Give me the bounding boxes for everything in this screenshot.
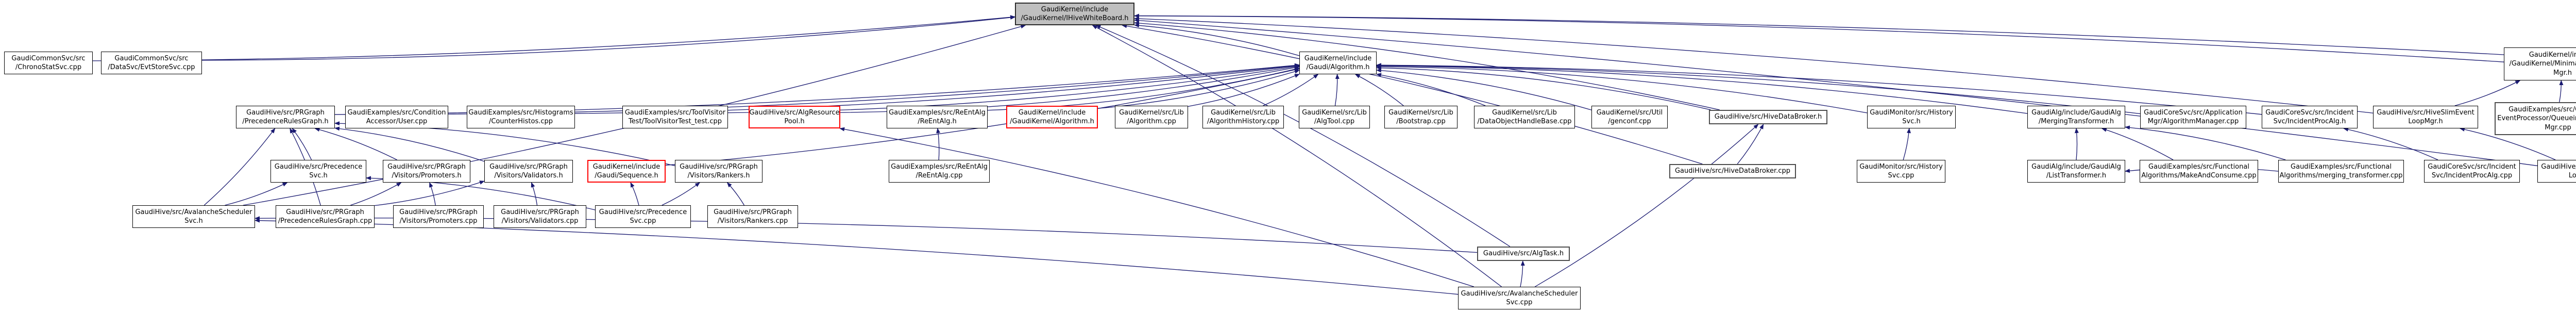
graph-node-historysvc-cpp[interactable]: GaudiMonitor/src/History Svc.cpp xyxy=(1857,160,1945,183)
graph-node-dataobjecthandlebase-cpp[interactable]: GaudiKernel/src/Lib /DataObjectHandleBas… xyxy=(1474,106,1575,128)
graph-node-rankers-h[interactable]: GaudiHive/src/PRGraph /Visitors/Rankers.… xyxy=(675,160,762,183)
node-label: GaudiHive/src/PRGraph /Visitors/Validato… xyxy=(489,162,568,179)
node-label: GaudiHive/src/AlgResource Pool.h xyxy=(749,108,840,125)
node-label: GaudiExamples/src/Histograms /CounterHis… xyxy=(468,108,573,125)
node-label: GaudiHive/src/AlgTask.h xyxy=(1483,250,1564,258)
node-label: GaudiExamples/src/Functional Algorithms/… xyxy=(2279,162,2403,179)
node-label: GaudiAlg/include/GaudiAlg /MergingTransf… xyxy=(2031,108,2121,125)
graph-node-gaudikernel-algorithm-h[interactable]: GaudiKernel/include /GaudiKernel/Algorit… xyxy=(1006,106,1098,128)
graph-node-precedencerulesgraph-h[interactable]: GaudiHive/src/PRGraph /PrecedenceRulesGr… xyxy=(236,106,335,128)
graph-node-validators-cpp[interactable]: GaudiHive/src/PRGraph /Visitors/Validato… xyxy=(494,205,586,228)
graph-node-gaudi-algorithm-h[interactable]: GaudiKernel/include /Gaudi/Algorithm.h xyxy=(1299,52,1377,74)
node-label: GaudiHive/src/Precedence Svc.cpp xyxy=(599,208,687,225)
node-label: GaudiKernel/src/Lib /Bootstrap.cpp xyxy=(1388,108,1453,125)
node-label: GaudiCommonSvc/src /ChronoStatSvc.cpp xyxy=(11,54,86,71)
graph-node-queueingeventloopmgr-cpp[interactable]: GaudiExamples/src/Queueing EventProcesso… xyxy=(2495,102,2576,135)
graph-node-promoters-h[interactable]: GaudiHive/src/PRGraph /Visitors/Promoter… xyxy=(383,160,470,183)
graph-node-bootstrap-cpp[interactable]: GaudiKernel/src/Lib /Bootstrap.cpp xyxy=(1384,106,1458,128)
graph-node-hiveslimeventloopmgr-h[interactable]: GaudiHive/src/HiveSlimEvent LoopMgr.h xyxy=(2373,106,2478,128)
graph-node-historysvc-h[interactable]: GaudiMonitor/src/History Svc.h xyxy=(1867,106,1956,128)
graph-node-hivedatabroker-cpp[interactable]: GaudiHive/src/HiveDataBroker.cpp xyxy=(1669,164,1796,178)
graph-node-merging-transformer-cpp[interactable]: GaudiExamples/src/Functional Algorithms/… xyxy=(2278,160,2404,183)
node-label: GaudiKernel/include /GaudiKernel/IHiveWh… xyxy=(1021,5,1129,22)
graph-node-avalancheschedulersvc-h[interactable]: GaudiHive/src/AvalancheScheduler Svc.h xyxy=(132,205,255,228)
node-label: GaudiHive/src/HiveDataBroker.h xyxy=(1714,113,1822,121)
node-label: GaudiExamples/src/Condition Accessor/Use… xyxy=(347,108,446,125)
node-label: GaudiHive/src/AvalancheScheduler Svc.cpp xyxy=(1461,289,1578,306)
graph-node-hiveslimeventloopmgr-cpp[interactable]: GaudiHive/src/HiveSlimEvent LoopMgr.cpp xyxy=(2537,160,2576,183)
graph-node-algorithmmanager-cpp[interactable]: GaudiCoreSvc/src/Application Mgr/Algorit… xyxy=(2140,106,2246,128)
graph-node-counterhistos-cpp[interactable]: GaudiExamples/src/Histograms /CounterHis… xyxy=(467,106,575,128)
node-label: GaudiKernel/src/Lib /AlgTool.cpp xyxy=(1302,108,1367,125)
graph-node-ihivewhiteboard-h[interactable]: GaudiKernel/include /GaudiKernel/IHiveWh… xyxy=(1015,3,1134,25)
graph-node-reentalg-cpp[interactable]: GaudiExamples/src/ReEntAlg /ReEntAlg.cpp xyxy=(889,160,990,183)
node-label: GaudiHive/src/PRGraph /Visitors/Rankers.… xyxy=(714,208,792,225)
node-label: GaudiKernel/include /GaudiKernel/Minimal… xyxy=(2509,51,2576,77)
node-label: GaudiKernel/include /Gaudi/Algorithm.h xyxy=(1304,54,1372,71)
graph-node-minimaleventloopmgr-h[interactable]: GaudiKernel/include /GaudiKernel/Minimal… xyxy=(2504,47,2576,80)
node-label: GaudiCoreSvc/src/Incident Svc/IncidentPr… xyxy=(2265,108,2354,125)
graph-node-conditionaccessor-user-cpp[interactable]: GaudiExamples/src/Condition Accessor/Use… xyxy=(345,106,448,128)
graph-node-precedencesvc-cpp[interactable]: GaudiHive/src/Precedence Svc.cpp xyxy=(595,205,691,228)
graph-node-algresourcepool-h[interactable]: GaudiHive/src/AlgResource Pool.h xyxy=(749,106,840,128)
node-label: GaudiHive/src/PRGraph /Visitors/Rankers.… xyxy=(680,162,758,179)
node-label: GaudiKernel/src/Lib /AlgorithmHistory.cp… xyxy=(1207,108,1280,125)
node-label: GaudiKernel/src/Lib /Algorithm.cpp xyxy=(1119,108,1184,125)
node-label: GaudiHive/src/PRGraph /PrecedenceRulesGr… xyxy=(278,208,372,225)
node-label: GaudiCoreSvc/src/Application Mgr/Algorit… xyxy=(2144,108,2243,125)
graph-node-precedencesvc-h[interactable]: GaudiHive/src/Precedence Svc.h xyxy=(270,160,366,183)
node-label: GaudiHive/src/PRGraph /Visitors/Validato… xyxy=(501,208,579,225)
node-label: GaudiHive/src/HiveDataBroker.cpp xyxy=(1674,167,1790,175)
graph-node-algtask-h[interactable]: GaudiHive/src/AlgTask.h xyxy=(1477,247,1570,261)
node-label: GaudiExamples/src/ReEntAlg /ReEntAlg.cpp xyxy=(891,162,988,179)
node-label: GaudiHive/src/PRGraph /Visitors/Promoter… xyxy=(399,208,478,225)
graph-node-mergingtransformer-h[interactable]: GaudiAlg/include/GaudiAlg /MergingTransf… xyxy=(2027,106,2125,128)
node-label: GaudiExamples/src/ToolVisitor Test/ToolV… xyxy=(624,108,726,125)
graph-node-algorithmhistory-cpp[interactable]: GaudiKernel/src/Lib /AlgorithmHistory.cp… xyxy=(1202,106,1284,128)
graph-node-reentalg-h[interactable]: GaudiExamples/src/ReEntAlg /ReEntAlg.h xyxy=(887,106,988,128)
graph-node-evtstoresvc-cpp[interactable]: GaudiCommonSvc/src /DataSvc/EvtStoreSvc.… xyxy=(101,52,202,74)
graph-node-makeandconsume-cpp[interactable]: GaudiExamples/src/Functional Algorithms/… xyxy=(2140,160,2258,183)
graph-node-sequence-h[interactable]: GaudiKernel/include /Gaudi/Sequence.h xyxy=(587,160,666,183)
graph-node-hivedatabroker-h[interactable]: GaudiHive/src/HiveDataBroker.h xyxy=(1709,110,1827,124)
node-label: GaudiKernel/include /GaudiKernel/Algorit… xyxy=(1010,108,1094,125)
graph-node-rankers-cpp[interactable]: GaudiHive/src/PRGraph /Visitors/Rankers.… xyxy=(707,205,798,228)
node-label: GaudiCommonSvc/src /DataSvc/EvtStoreSvc.… xyxy=(108,54,195,71)
graph-node-validators-h[interactable]: GaudiHive/src/PRGraph /Visitors/Validato… xyxy=(484,160,573,183)
node-label: GaudiExamples/src/Functional Algorithms/… xyxy=(2141,162,2257,179)
node-label: GaudiKernel/src/Util /genconf.cpp xyxy=(1596,108,1663,125)
graph-node-chronostatsvc-cpp[interactable]: GaudiCommonSvc/src /ChronoStatSvc.cpp xyxy=(4,52,93,74)
node-label: GaudiHive/src/HiveSlimEvent LoopMgr.h xyxy=(2377,108,2475,125)
graph-node-genconf-cpp[interactable]: GaudiKernel/src/Util /genconf.cpp xyxy=(1591,106,1668,128)
node-label: GaudiMonitor/src/History Svc.cpp xyxy=(1859,162,1943,179)
node-label: GaudiHive/src/AvalancheScheduler Svc.h xyxy=(135,208,252,225)
node-label: GaudiCoreSvc/src/Incident Svc/IncidentPr… xyxy=(2428,162,2516,179)
graph-node-precedencerulesgraph-cpp[interactable]: GaudiHive/src/PRGraph /PrecedenceRulesGr… xyxy=(276,205,375,228)
node-label: GaudiHive/src/PRGraph /Visitors/Promoter… xyxy=(387,162,466,179)
graph-node-promoters-cpp[interactable]: GaudiHive/src/PRGraph /Visitors/Promoter… xyxy=(393,205,484,228)
node-label: GaudiHive/src/HiveSlimEvent LoopMgr.cpp xyxy=(2541,162,2576,179)
graph-node-incidentprocalg-cpp[interactable]: GaudiCoreSvc/src/Incident Svc/IncidentPr… xyxy=(2424,160,2520,183)
node-label: GaudiExamples/src/Queueing EventProcesso… xyxy=(2497,106,2576,132)
graph-node-listtransformer-h[interactable]: GaudiAlg/include/GaudiAlg /ListTransform… xyxy=(2027,160,2125,183)
node-label: GaudiHive/src/PRGraph /PrecedenceRulesGr… xyxy=(242,108,329,125)
node-label: GaudiKernel/src/Lib /DataObjectHandleBas… xyxy=(1477,108,1572,125)
graph-node-incidentprocalg-h[interactable]: GaudiCoreSvc/src/Incident Svc/IncidentPr… xyxy=(2262,106,2358,128)
graph-node-algorithm-cpp[interactable]: GaudiKernel/src/Lib /Algorithm.cpp xyxy=(1115,106,1188,128)
graph-node-avalancheschedulersvc-cpp[interactable]: GaudiHive/src/AvalancheScheduler Svc.cpp xyxy=(1458,287,1581,309)
node-label: GaudiKernel/include /Gaudi/Sequence.h xyxy=(592,162,660,179)
node-label: GaudiHive/src/Precedence Svc.h xyxy=(274,162,363,179)
node-label: GaudiExamples/src/ReEntAlg /ReEntAlg.h xyxy=(889,108,986,125)
graph-node-toolvisitortest-test-cpp[interactable]: GaudiExamples/src/ToolVisitor Test/ToolV… xyxy=(622,106,728,128)
node-label: GaudiAlg/include/GaudiAlg /ListTransform… xyxy=(2031,162,2121,179)
graph-node-algtool-cpp[interactable]: GaudiKernel/src/Lib /AlgTool.cpp xyxy=(1299,106,1370,128)
node-label: GaudiMonitor/src/History Svc.h xyxy=(1870,108,1953,125)
